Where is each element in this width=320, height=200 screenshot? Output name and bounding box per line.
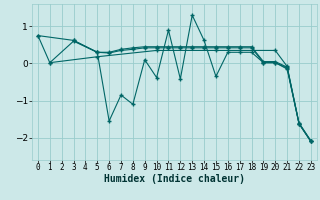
X-axis label: Humidex (Indice chaleur): Humidex (Indice chaleur) — [104, 174, 245, 184]
